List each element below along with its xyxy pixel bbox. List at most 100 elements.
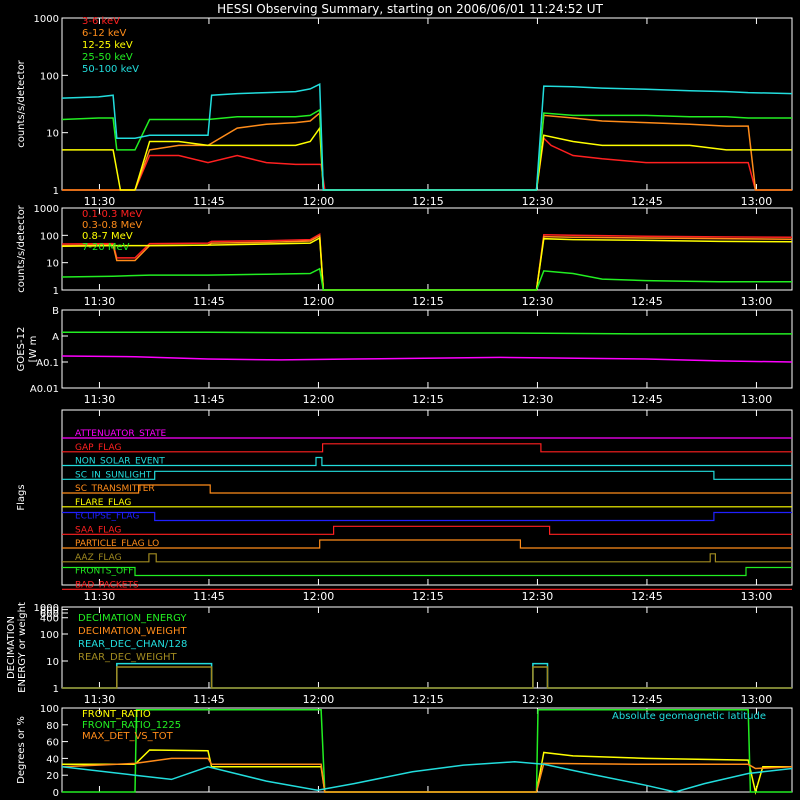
legend-entry: MAX_DET_VS_TOT [82, 731, 174, 742]
y-tick-label: 10 [46, 259, 59, 270]
time-tick-label: 12:00 [303, 393, 335, 406]
flag-label: GAP_FLAG [75, 443, 121, 453]
time-tick-label: 11:45 [193, 693, 225, 706]
flag-label: SAA_FLAG [75, 525, 121, 535]
time-tick-label: 12:45 [631, 393, 663, 406]
series-line [61, 234, 793, 291]
y-tick-label: 400 [40, 614, 59, 625]
y-tick-label: B [52, 306, 59, 317]
legend-entry: 6-12 keV [82, 28, 126, 39]
annotation: Absolute geomagnetic latitude [612, 711, 766, 722]
time-tick-label: 11:30 [84, 693, 116, 706]
flag-label: FLARE_FLAG [75, 498, 131, 508]
flag-line [62, 470, 792, 480]
y-axis-label: ENERGY or weight [17, 602, 28, 693]
y-tick-label: 100 [40, 704, 59, 715]
legend-entry: 12-25 keV [82, 40, 133, 51]
y-tick-label: 60 [46, 738, 59, 749]
legend-entry: REAR_DEC_CHAN/128 [78, 639, 187, 650]
flag-line [62, 566, 792, 577]
y-tick-label: 1 [53, 684, 59, 695]
y-tick-label: 0 [53, 788, 59, 799]
y-tick-label: 1 [53, 186, 59, 197]
flag-label: NON_SOLAR_EVENT [75, 457, 165, 467]
legend-entry: FRONT_RATIO [82, 709, 151, 720]
time-tick-label: 12:30 [522, 195, 554, 208]
y-axis-label: counts/s/detector [16, 59, 27, 147]
time-tick-label: 11:30 [84, 295, 116, 308]
time-tick-label: 11:30 [84, 393, 116, 406]
time-tick-label: 12:45 [631, 693, 663, 706]
y-tick-label: 800 [40, 606, 59, 617]
time-tick-label: 12:15 [412, 590, 444, 603]
time-tick-label: 12:00 [303, 590, 335, 603]
time-tick-label: 11:45 [193, 195, 225, 208]
time-tick-label: 11:30 [84, 195, 116, 208]
y-tick-label: 100 [40, 630, 59, 641]
panel-dec: 11:30 11:45 12:00 12:15 12:30 12:45 13:00 1 10 10… [6, 602, 793, 706]
legend-entry: 0.3-0.8 MeV [82, 220, 142, 231]
chart-title: HESSI Observing Summary, starting on 200… [217, 2, 603, 16]
time-tick-label: 13:00 [741, 590, 773, 603]
panel-frame [61, 309, 793, 389]
panel-ratio: 0 20 40 60 80 100 Degrees or % FRONT_RATIOFRONT… [16, 704, 793, 799]
time-tick-label: 12:15 [412, 693, 444, 706]
series-line [61, 108, 792, 191]
time-tick-label: 12:45 [631, 295, 663, 308]
flag-line [62, 553, 792, 563]
time-tick-label: 11:45 [193, 393, 225, 406]
time-tick-label: 12:30 [522, 590, 554, 603]
time-tick-label: 12:15 [412, 195, 444, 208]
flag-line [62, 456, 792, 467]
legend-entry: DECIMATION_ENERGY [78, 613, 187, 624]
time-tick-label: 12:00 [303, 295, 335, 308]
y-tick-label: 80 [46, 721, 59, 732]
y-axis-label: DECIMATION [6, 616, 17, 679]
time-tick-label: 12:30 [522, 295, 554, 308]
time-tick-label: 11:45 [193, 295, 225, 308]
legend-entry: DECIMATION_WEIGHT [78, 626, 187, 637]
y-tick-label: 1000 [34, 204, 59, 215]
y-tick-label: 600 [40, 609, 59, 620]
flag-label: BAD_PACKETS [75, 580, 139, 590]
legend-entry: 50-100 keV [82, 64, 139, 75]
time-tick-label: 12:45 [631, 195, 663, 208]
series-line [62, 125, 792, 191]
y-tick-label: A0.01 [30, 384, 59, 395]
y-axis-label: Degrees or % [16, 716, 27, 784]
flag-line [62, 539, 792, 549]
panel-goes: 11:30 11:45 12:00 12:15 12:30 12:45 13:00 B A A0.… [16, 306, 793, 406]
time-tick-label: 11:45 [193, 590, 225, 603]
flag-label: SC_IN_SUNLIGHT [75, 470, 152, 480]
y-axis-unit: [W m [28, 336, 39, 363]
time-tick-label: 12:15 [412, 295, 444, 308]
flag-label: AAZ_FLAG [75, 553, 122, 563]
y-tick-label: 1 [53, 286, 59, 297]
y-tick-label: A0.1 [36, 358, 59, 369]
series-line [61, 761, 793, 793]
flag-label: ATTENUATOR_STATE [75, 429, 167, 439]
y-axis-label: GOES-12 [16, 327, 27, 372]
y-tick-label: 10 [46, 129, 59, 140]
flag-line [62, 511, 792, 522]
flag-label: FRONTS_OFF [75, 567, 133, 577]
series-line [61, 232, 793, 291]
flag-label: PARTICLE_FLAG LO [75, 539, 159, 549]
flag-label: ECLIPSE_FLAG [75, 512, 139, 522]
time-tick-label: 13:00 [741, 693, 773, 706]
flag-label: SC_TRANSMITTER [75, 484, 155, 494]
time-tick-label: 12:45 [631, 590, 663, 603]
series-line [62, 666, 792, 689]
y-tick-label: 40 [46, 754, 59, 765]
y-tick-label: 20 [46, 771, 59, 782]
panel-frame [61, 409, 793, 586]
legend-entry: 0.1-0.3 MeV [82, 209, 142, 220]
time-tick-label: 11:30 [84, 590, 116, 603]
time-tick-label: 12:00 [303, 693, 335, 706]
legend-entry: REAR_DEC_WEIGHT [78, 652, 177, 663]
series-line [61, 267, 792, 291]
y-tick-label: 1000 [34, 14, 59, 25]
panel-lo: 11:30 11:45 12:00 12:15 12:30 12:45 13:00 1 10 10… [16, 14, 793, 208]
series-line [61, 757, 793, 793]
series-line [61, 355, 793, 363]
